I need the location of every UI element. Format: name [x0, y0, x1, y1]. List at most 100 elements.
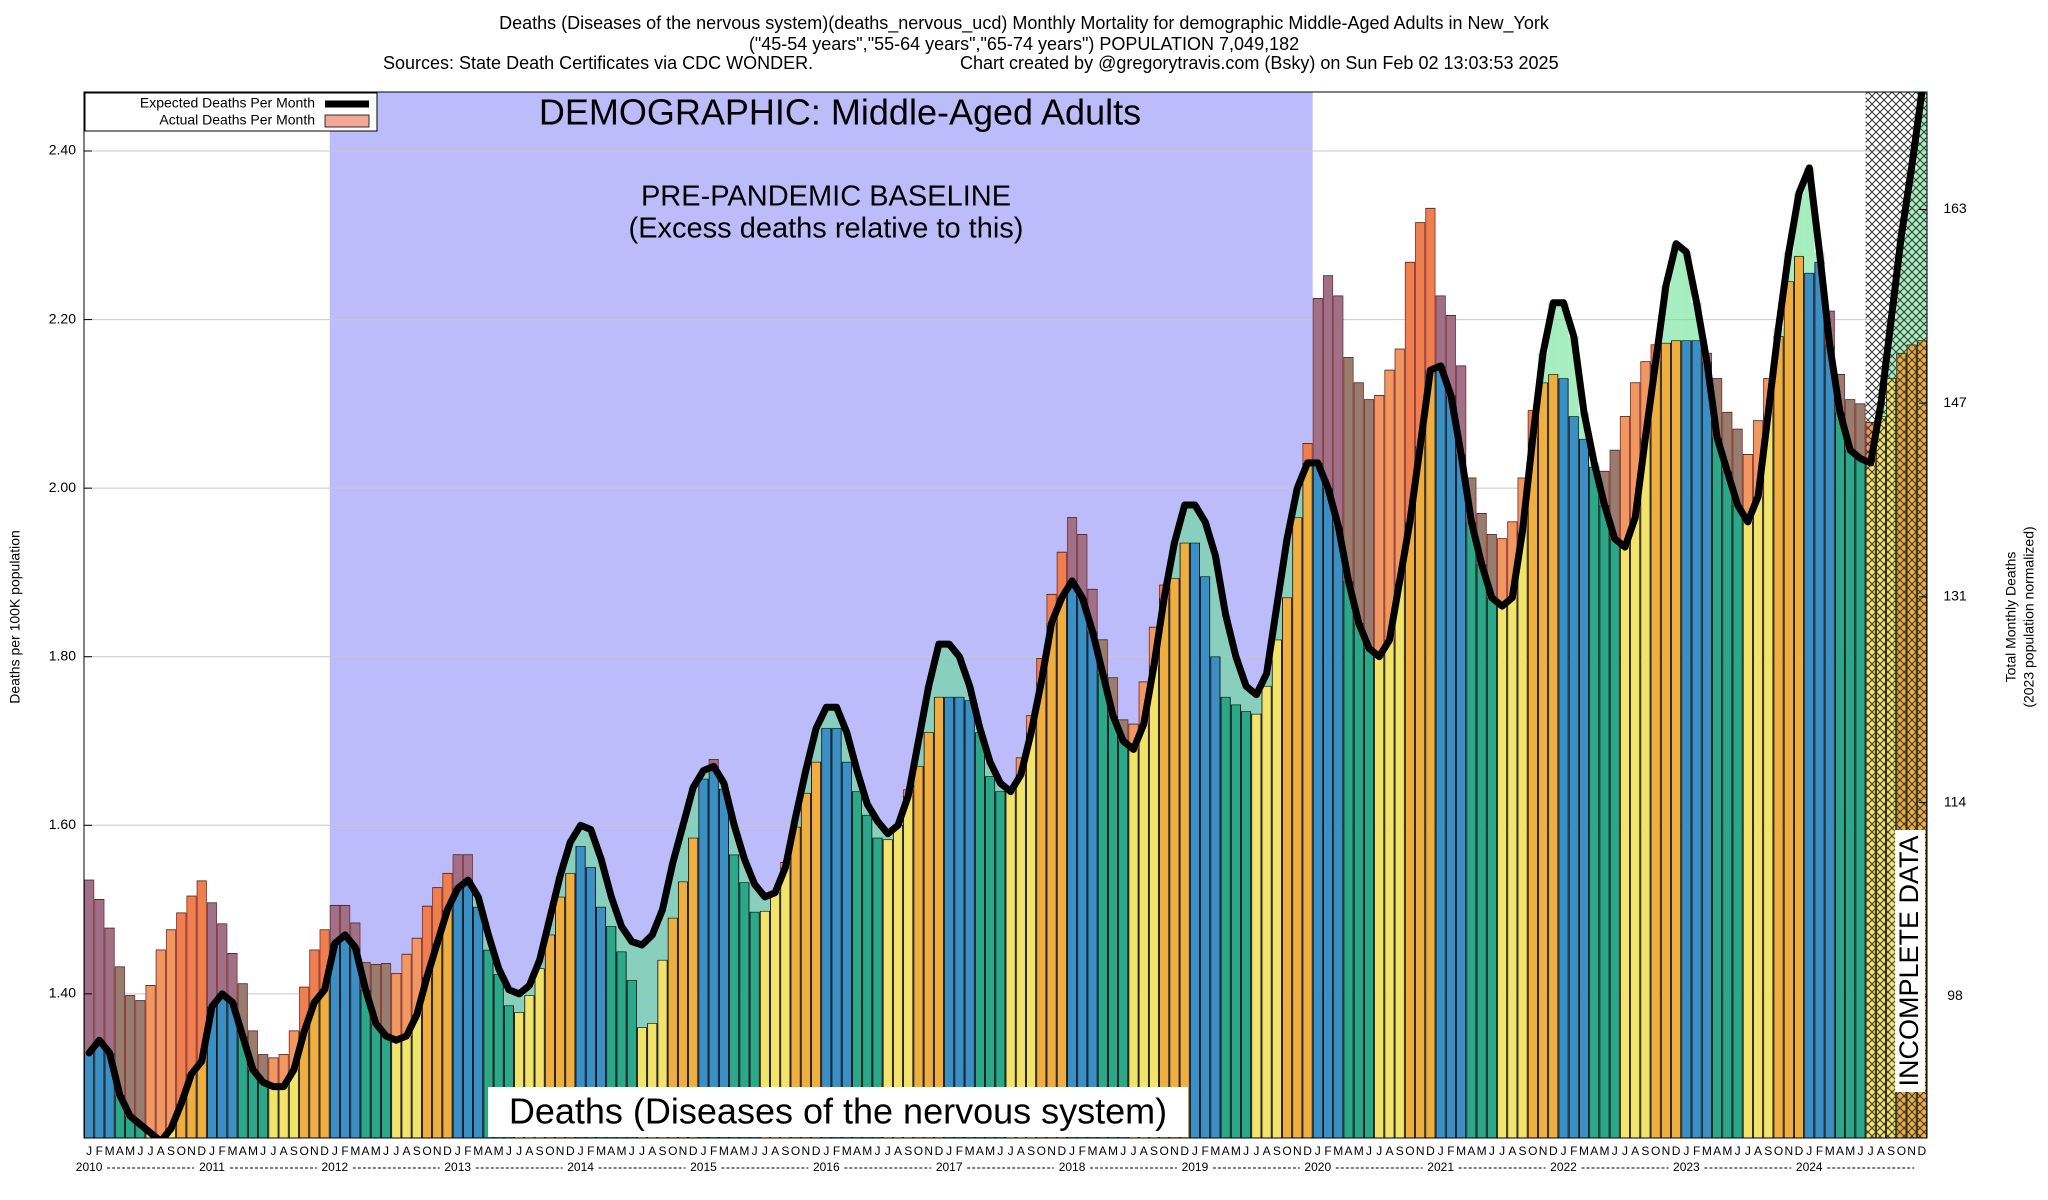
x-tick-label: N — [1416, 1144, 1425, 1158]
bar — [944, 696, 955, 1138]
bar — [1067, 517, 1078, 1138]
bar — [1558, 378, 1569, 1138]
deficit-area — [1220, 614, 1231, 698]
x-tick-label: A — [1099, 1144, 1107, 1158]
excess-area — [401, 954, 412, 1037]
bar — [985, 776, 996, 1138]
excess-area — [1711, 378, 1723, 438]
y2-tick-label: 147 — [1943, 394, 1967, 410]
x-tick-label: F — [1447, 1144, 1454, 1158]
excess-area — [380, 963, 392, 1037]
deficit-area — [923, 686, 934, 733]
x-tick-label: O — [668, 1144, 677, 1158]
x-tick-label: M — [1354, 1144, 1364, 1158]
x-tick-label: J — [332, 1144, 338, 1158]
bar — [1292, 517, 1303, 1138]
x-tick-label: A — [1222, 1144, 1230, 1158]
x-tick-label: N — [1539, 1144, 1548, 1158]
bar — [1210, 656, 1221, 1138]
plot-frame — [83, 91, 1928, 1139]
x-tick-label: A — [239, 1144, 247, 1158]
x-tick-label: J — [752, 1144, 758, 1158]
deficit-area — [759, 896, 771, 912]
y2-tick-label: 98 — [1947, 987, 1963, 1003]
bar — [1005, 786, 1016, 1138]
x-tick-label: F — [341, 1144, 348, 1158]
x-tick-label: N — [1293, 1144, 1302, 1158]
excess-area — [1343, 357, 1354, 581]
x-tick-label: S — [1396, 1144, 1404, 1158]
x-tick-label: J — [700, 1144, 706, 1158]
deficit-area — [667, 863, 678, 919]
x-tick-label: S — [413, 1144, 421, 1158]
bar — [831, 727, 842, 1138]
excess-area — [1445, 315, 1457, 396]
x-tick-label: F — [1201, 1144, 1208, 1158]
x-tick-label: A — [157, 1144, 165, 1158]
deficit-area — [944, 644, 955, 698]
x-tick-label: A — [1385, 1144, 1393, 1158]
excess-area — [1322, 275, 1334, 489]
x-tick-label: D — [566, 1144, 575, 1158]
y-axis-label: Deaths per 100K population — [7, 530, 23, 704]
x-tick-label: D — [1918, 1144, 1927, 1158]
excess-area — [1415, 222, 1426, 447]
excess-area — [1732, 429, 1743, 506]
x-tick-label: S — [1150, 1144, 1158, 1158]
x-tick-label: A — [771, 1144, 779, 1158]
bar — [995, 791, 1006, 1138]
x-tick-label: N — [556, 1144, 565, 1158]
deficit-area — [729, 825, 740, 855]
y-tick-label: 1.60 — [49, 816, 76, 832]
excess-area — [94, 899, 105, 1041]
x-tick-label: J — [1315, 1144, 1321, 1158]
bar — [913, 765, 924, 1138]
bar — [1179, 542, 1190, 1138]
x-tick-label: J — [1745, 1144, 1751, 1158]
x-tick-label: O — [299, 1144, 308, 1158]
excess-area — [155, 950, 166, 1138]
x-tick-label: O — [1037, 1144, 1046, 1158]
x-tick-label: M — [862, 1144, 872, 1158]
x-tick-label: J — [1499, 1144, 1505, 1158]
x-tick-label: M — [842, 1144, 852, 1158]
x-tick-label: J — [1253, 1144, 1259, 1158]
plot-area — [84, 92, 1927, 1138]
deficit-area — [810, 728, 822, 763]
x-tick-label: F — [1816, 1144, 1823, 1158]
bar — [1077, 534, 1088, 1138]
excess-area — [1046, 594, 1057, 624]
deficit-area — [1671, 243, 1682, 341]
deficit-area — [565, 842, 576, 874]
baseline-label: PRE-PANDEMIC BASELINE — [641, 181, 1011, 213]
bar — [1230, 704, 1241, 1138]
bar — [974, 732, 985, 1138]
x-tick-label: J — [639, 1144, 645, 1158]
x-tick-label: M — [1722, 1144, 1732, 1158]
x-tick-label: O — [1774, 1144, 1783, 1158]
bar — [1722, 411, 1733, 1138]
deficit-area — [657, 909, 668, 961]
bar — [473, 906, 484, 1138]
x-tick-label: N — [1907, 1144, 1916, 1158]
x-tick-label: A — [730, 1144, 738, 1158]
bar — [1159, 584, 1170, 1138]
excess-area — [1752, 420, 1764, 497]
bar — [1497, 538, 1508, 1138]
x-tick-label: M — [1088, 1144, 1098, 1158]
x-tick-label: J — [1612, 1144, 1618, 1158]
x-tick-label: J — [1438, 1144, 1444, 1158]
year-label: 2015 — [690, 1160, 717, 1174]
bar — [1107, 677, 1119, 1138]
x-tick-label: S — [1519, 1144, 1527, 1158]
x-tick-label: D — [1303, 1144, 1312, 1158]
x-tick-label: N — [1662, 1144, 1671, 1158]
deficit-area — [1210, 555, 1221, 657]
x-tick-label: A — [607, 1144, 615, 1158]
bar — [667, 917, 678, 1138]
bar — [954, 696, 965, 1138]
bar — [1435, 295, 1446, 1138]
x-tick-label: M — [1231, 1144, 1241, 1158]
deficit-area — [933, 644, 945, 698]
bar — [1189, 542, 1200, 1138]
